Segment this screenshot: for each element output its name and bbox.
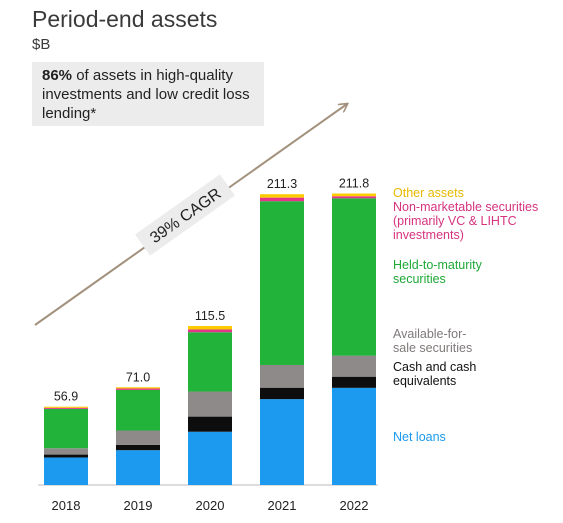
- callout-highlight: 86%: [42, 67, 73, 84]
- legend-cash: Cash and cash equivalents: [393, 360, 477, 388]
- bar-segment-2021-s4: [260, 197, 304, 202]
- x-tick-label-2021: 2021: [268, 498, 297, 513]
- bar-total-label-2020: 115.5: [195, 309, 225, 323]
- callout-box: 86% of assets in high-quality investment…: [32, 62, 264, 126]
- bar-segment-2021-s3: [260, 201, 304, 365]
- bar-segment-2019-s0: [116, 450, 160, 485]
- bar-segment-2018-s4: [44, 407, 88, 409]
- bar-segment-2018-s5: [44, 406, 88, 408]
- callout-text: of assets in high-quality investments an…: [42, 67, 250, 122]
- bar-segment-2020-s5: [188, 326, 232, 330]
- bar-total-label-2022: 211.8: [339, 177, 369, 191]
- bar-segment-2018-s2: [44, 448, 88, 455]
- legend-non-marketable: Non-marketable securities (primarily VC …: [393, 200, 539, 242]
- bar-segment-2020-s0: [188, 431, 232, 485]
- bar-segment-2018-s1: [44, 454, 88, 458]
- x-tick-label-2018: 2018: [52, 498, 81, 513]
- bar-segment-2020-s1: [188, 416, 232, 432]
- bar-segment-2021-s5: [260, 194, 304, 198]
- bar-segment-2022-s1: [332, 376, 376, 388]
- bar-segment-2021-s0: [260, 399, 304, 485]
- cagr-label: 39% CAGR: [147, 185, 224, 247]
- legend-net-loans: Net loans: [393, 430, 446, 444]
- bar-segment-2020-s3: [188, 332, 232, 392]
- legend-available-for-sale: Available-for-sale securities: [393, 327, 473, 355]
- cagr-label-box: [135, 174, 235, 256]
- legend-other-assets: Other assets: [393, 186, 464, 200]
- bar-segment-2019-s3: [116, 389, 160, 431]
- bar-segment-2022-s2: [332, 355, 376, 377]
- x-tick-label-2022: 2022: [340, 498, 369, 513]
- bar-segment-2019-s2: [116, 430, 160, 445]
- bar-total-label-2021: 211.3: [267, 177, 297, 191]
- legend-held-to-maturity: Held-to-maturity securities: [393, 258, 482, 286]
- bar-segment-2020-s2: [188, 391, 232, 417]
- bar-segment-2019-s5: [116, 387, 160, 389]
- bar-total-label-2019: 71.0: [126, 370, 150, 384]
- unit-label: $B: [32, 36, 51, 53]
- bar-segment-2019-s1: [116, 444, 160, 451]
- bar-segment-2018-s3: [44, 408, 88, 449]
- bar-segment-2021-s1: [260, 387, 304, 400]
- bar-segment-2019-s4: [116, 388, 160, 390]
- bar-segment-2020-s4: [188, 329, 232, 333]
- bar-segment-2022-s3: [332, 198, 376, 356]
- chart-title: Period-end assets: [32, 6, 218, 32]
- bar-segment-2018-s0: [44, 457, 88, 485]
- x-tick-label-2019: 2019: [124, 498, 153, 513]
- bar-segment-2022-s0: [332, 387, 376, 485]
- bar-segment-2022-s4: [332, 196, 376, 199]
- bar-segment-2022-s5: [332, 193, 376, 197]
- bar-segment-2021-s2: [260, 364, 304, 388]
- bar-total-label-2018: 56.9: [54, 390, 78, 404]
- x-tick-label-2020: 2020: [196, 498, 225, 513]
